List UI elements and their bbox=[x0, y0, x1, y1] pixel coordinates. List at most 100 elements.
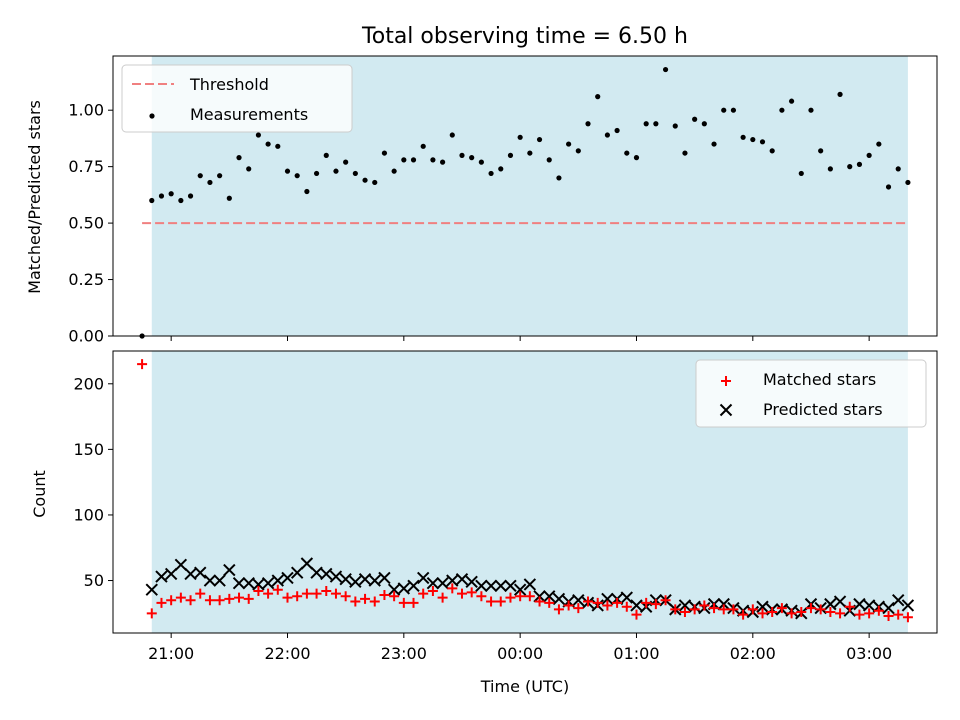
bottom-y-tick-label: 150 bbox=[73, 440, 104, 459]
predicted-star-point bbox=[552, 592, 566, 606]
measurement-point bbox=[498, 166, 504, 172]
predicted-star-point bbox=[397, 582, 411, 595]
measurement-point bbox=[856, 161, 863, 167]
measurement-point bbox=[149, 197, 155, 204]
matched-star-point bbox=[418, 588, 429, 599]
measurement-point bbox=[604, 132, 611, 138]
measurement-point bbox=[304, 188, 310, 195]
measurement-point bbox=[246, 166, 252, 172]
predicted-star-point bbox=[494, 579, 507, 592]
bottom-panel: 50 100 150 200 21:00 22:00 23:00 00:00 01:00 02:0… bbox=[73, 350, 938, 663]
top-y-axis-label: Matched/Predicted stars bbox=[25, 100, 44, 294]
matched-star-point bbox=[689, 604, 700, 615]
legend-measurements-label: Measurements bbox=[190, 105, 308, 124]
measurement-point bbox=[653, 121, 659, 127]
predicted-star-point bbox=[339, 573, 352, 586]
matched-star-point bbox=[679, 607, 690, 618]
matched-star-point bbox=[854, 609, 865, 620]
matched-star-point bbox=[427, 586, 438, 597]
matched-star-point bbox=[641, 597, 652, 608]
predicted-star-point bbox=[407, 579, 420, 592]
measurement-point bbox=[527, 150, 533, 156]
predicted-star-point bbox=[756, 600, 769, 613]
predicted-star-point bbox=[387, 583, 401, 596]
matched-star-point bbox=[263, 588, 274, 599]
predicted-star-point bbox=[417, 571, 430, 585]
matched-star-point bbox=[398, 597, 409, 608]
measurement-point bbox=[692, 116, 698, 122]
matched-star-point bbox=[893, 609, 904, 620]
predicted-star-point bbox=[630, 599, 643, 612]
matched-star-point bbox=[573, 603, 584, 614]
matched-star-point bbox=[835, 608, 846, 619]
predicted-star-point bbox=[184, 567, 197, 581]
predicted-star-point bbox=[242, 576, 255, 590]
predicted-star-point bbox=[329, 570, 343, 583]
matched-star-point bbox=[486, 596, 497, 607]
measurement-point bbox=[827, 166, 833, 172]
matched-star-point bbox=[437, 592, 448, 603]
matched-star-point bbox=[340, 591, 351, 602]
measurement-point bbox=[391, 168, 397, 174]
measurement-point bbox=[536, 136, 543, 143]
measurement-point bbox=[372, 179, 378, 186]
matched-star-point bbox=[825, 607, 836, 618]
matched-star-point bbox=[447, 583, 458, 594]
measurement-point bbox=[556, 175, 562, 181]
matched-star-point bbox=[563, 600, 574, 611]
legend-predicted-swatch bbox=[719, 403, 733, 417]
matched-star-point bbox=[592, 597, 603, 608]
top-panel: 0.00 0.25 0.50 0.75 1.00 Threshold Measurement… bbox=[68, 55, 938, 346]
predicted-star-point bbox=[455, 573, 469, 586]
matched-star-point bbox=[757, 608, 768, 619]
predicted-star-point bbox=[601, 592, 614, 606]
matched-star-point bbox=[360, 593, 371, 604]
bottom-x-tick-label: 02:00 bbox=[730, 644, 776, 663]
bottom-y-tick-label: 100 bbox=[73, 505, 104, 524]
predicted-star-point bbox=[446, 574, 459, 587]
measurement-point bbox=[769, 148, 775, 154]
matched-star-point bbox=[631, 609, 642, 620]
predicted-star-point bbox=[678, 599, 692, 612]
matched-star-point bbox=[214, 595, 225, 606]
measurement-point bbox=[575, 148, 581, 154]
matched-star-point bbox=[524, 591, 535, 602]
top-axes-frame bbox=[112, 55, 938, 337]
matched-star-point bbox=[670, 604, 681, 615]
bottom-legend-box bbox=[695, 359, 927, 428]
measurement-point bbox=[633, 155, 640, 161]
top-y-tick-label: 0.25 bbox=[68, 270, 104, 289]
measurement-point bbox=[672, 123, 678, 129]
matched-star-point bbox=[660, 595, 671, 606]
measurement-point bbox=[323, 152, 329, 158]
matched-star-point bbox=[495, 596, 506, 607]
predicted-star-point bbox=[465, 575, 478, 589]
measurement-point bbox=[197, 173, 203, 179]
matched-star-point bbox=[476, 591, 487, 602]
predicted-star-point bbox=[271, 574, 285, 587]
measurement-point bbox=[614, 127, 620, 134]
matched-star-point bbox=[505, 592, 516, 603]
measurement-point bbox=[585, 121, 591, 127]
predicted-star-point bbox=[349, 575, 362, 589]
predicted-star-point bbox=[533, 590, 546, 603]
predicted-star-point bbox=[436, 576, 449, 590]
measurement-point bbox=[459, 152, 465, 158]
measurement-point bbox=[662, 66, 669, 73]
measurement-point bbox=[837, 91, 843, 97]
matched-star-point bbox=[796, 607, 807, 618]
predicted-star-point bbox=[901, 599, 915, 612]
measurement-point bbox=[401, 157, 407, 163]
predicted-star-point bbox=[223, 563, 236, 577]
measurement-point bbox=[226, 195, 232, 201]
predicted-star-point bbox=[824, 597, 837, 611]
matched-star-point bbox=[137, 359, 148, 370]
bottom-x-tick-label: 03:00 bbox=[846, 644, 892, 663]
matched-star-point bbox=[321, 586, 332, 597]
measurement-point bbox=[236, 155, 242, 161]
measurement-point bbox=[168, 191, 174, 197]
measurement-point bbox=[808, 107, 814, 113]
predicted-star-point bbox=[300, 557, 314, 570]
legend-matched-swatch bbox=[721, 376, 731, 386]
measurement-point bbox=[158, 193, 165, 199]
